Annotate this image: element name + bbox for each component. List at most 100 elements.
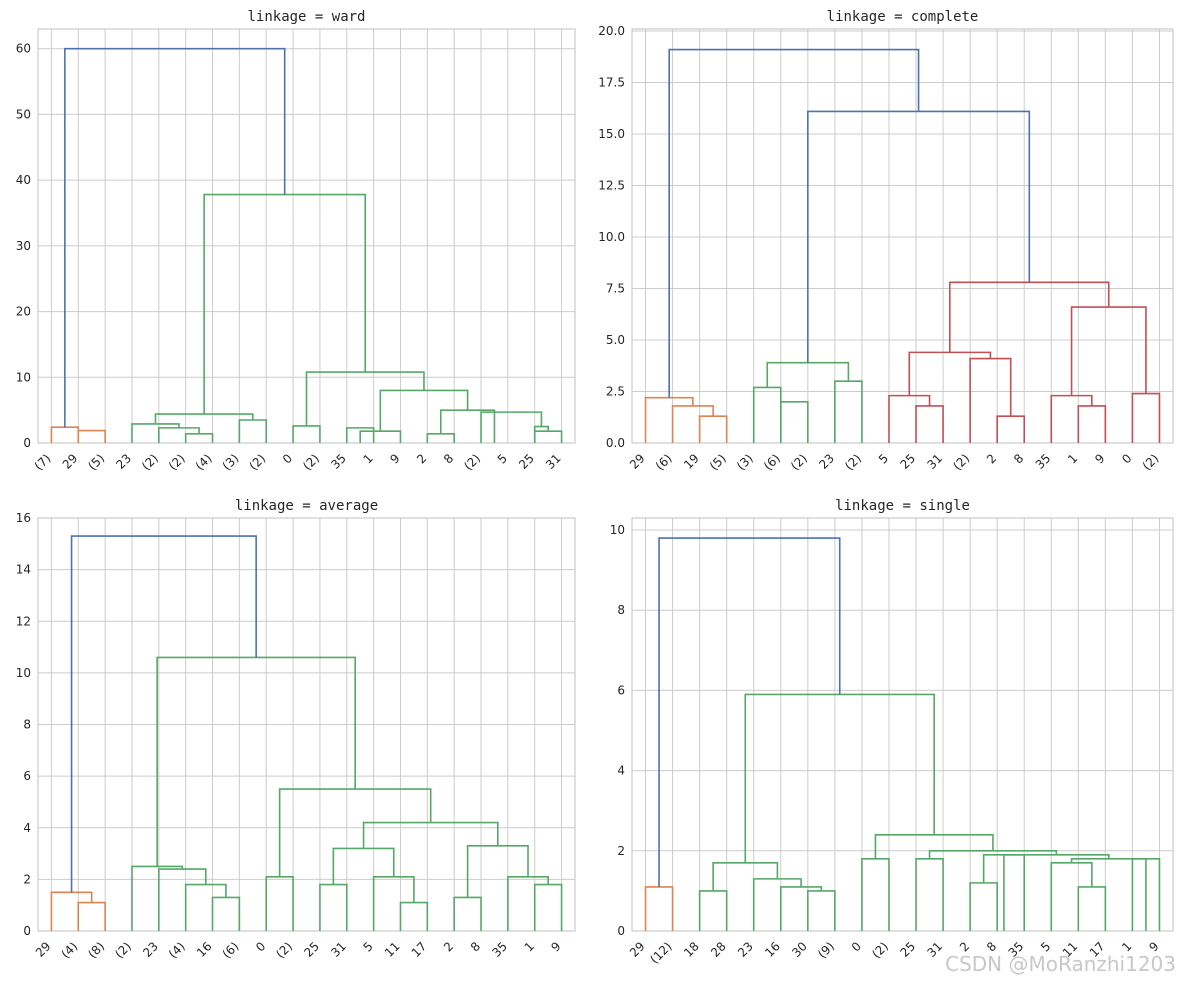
dendrogram-link <box>156 656 356 867</box>
y-tick-label: 7.5 <box>606 282 625 296</box>
y-tick-label: 4 <box>23 821 31 835</box>
dendrogram-panel-2: 0.0 2.5 5.0 7.5 10.0 12.5 15.0 17.5 20.0 linkage … <box>598 9 1174 473</box>
leaf-label: (9) <box>815 939 837 961</box>
dendrogram-link <box>50 891 93 931</box>
leaf-label: (6) <box>653 451 675 473</box>
leaf-label: 8 <box>1011 451 1026 466</box>
leaf-label: 8 <box>468 939 483 954</box>
y-tick-label: 40 <box>16 173 31 187</box>
leaf-label: 9 <box>1092 451 1107 466</box>
dendrogram-link <box>184 433 214 443</box>
dendrogram-link <box>319 883 348 931</box>
dendrogram-link <box>744 693 935 863</box>
leaf-label: 23 <box>140 939 161 960</box>
dendrogram-link <box>439 409 496 443</box>
dendrogram-link <box>996 415 1026 443</box>
leaf-label: (2) <box>273 939 295 961</box>
y-tick-label: 12.5 <box>598 179 625 193</box>
dendrogram-link <box>211 896 241 931</box>
y-tick-label: 8 <box>617 603 625 617</box>
dendrogram-link <box>752 386 782 443</box>
y-tick-label: 6 <box>617 683 625 697</box>
y-tick-label: 0 <box>23 436 31 450</box>
dendrogram-link <box>861 858 890 931</box>
y-tick-label: 10.0 <box>598 230 625 244</box>
leaf-label: 0 <box>280 451 295 466</box>
y-tick-label: 0 <box>23 924 31 938</box>
leaf-label: 11 <box>382 939 403 960</box>
leaf-label: (2) <box>788 451 810 473</box>
dendrogram-link <box>480 411 543 443</box>
leaf-label: (6) <box>220 939 242 961</box>
y-tick-label: 10 <box>16 370 31 384</box>
dendrogram-link <box>834 380 863 443</box>
dendrogram-link <box>50 426 80 443</box>
leaf-label: (3) <box>734 451 756 473</box>
y-tick-label: 2 <box>23 872 31 886</box>
dendrogram-link <box>154 413 254 424</box>
leaf-label: 23 <box>816 451 837 472</box>
leaf-label: 31 <box>543 451 564 472</box>
dendrogram-link <box>1070 306 1147 396</box>
y-tick-label: 20 <box>16 305 31 319</box>
dendrogram-link <box>969 882 998 931</box>
y-tick-label: 17.5 <box>598 76 625 90</box>
y-tick-label: 6 <box>23 769 31 783</box>
dendrogram-link <box>1003 854 1110 931</box>
dendrogram-link <box>671 405 714 443</box>
leaf-label: (2) <box>246 451 268 473</box>
dendrogram-link <box>533 425 549 443</box>
leaf-label: 29 <box>627 939 648 960</box>
leaf-label: 9 <box>387 451 402 466</box>
leaf-label: 17 <box>409 939 430 960</box>
leaf-label: 25 <box>897 451 918 472</box>
leaf-label: 1 <box>1065 451 1080 466</box>
leaf-label: 0 <box>849 939 864 954</box>
leaf-label: 5 <box>876 451 891 466</box>
dendrogram-link <box>644 396 694 443</box>
y-tick-label: 2 <box>617 844 625 858</box>
leaf-label: 1 <box>360 451 375 466</box>
dendrogram-link <box>807 890 836 931</box>
leaf-label: (2) <box>300 451 322 473</box>
leaf-label: (12) <box>647 939 674 966</box>
leaf-label: 18 <box>681 939 702 960</box>
y-tick-label: 10 <box>610 523 625 537</box>
leaf-label: 16 <box>762 939 783 960</box>
leaf-label: (2) <box>112 939 134 961</box>
dendrogram-link <box>1077 886 1107 931</box>
dendrogram-link <box>305 371 425 426</box>
leaf-label: 31 <box>924 451 945 472</box>
leaf-label: 16 <box>194 939 215 960</box>
axes-frame <box>631 28 1174 444</box>
dendrogram-link <box>372 875 415 931</box>
dendrogram-link <box>203 193 367 415</box>
dendrogram-link <box>77 901 106 931</box>
y-tick-label: 60 <box>16 42 31 56</box>
chart-title: linkage = ward <box>247 9 365 25</box>
dendrogram-link <box>698 415 728 443</box>
dendrogram-link <box>453 896 482 931</box>
dendrogram-link <box>64 47 286 428</box>
leaf-label: 25 <box>516 451 537 472</box>
dendrogram-link <box>131 865 184 931</box>
dendrogram-link <box>278 788 432 877</box>
dendrogram-link <box>915 405 944 443</box>
leaf-label: 2 <box>441 939 456 954</box>
leaf-label: (2) <box>1140 451 1162 473</box>
dendrogram-link <box>915 858 944 931</box>
leaf-label: 29 <box>627 451 648 472</box>
y-tick-label: 10 <box>16 666 31 680</box>
dendrogram-link <box>533 883 563 931</box>
leaf-label: 2 <box>414 451 429 466</box>
y-tick-label: 0.0 <box>606 436 625 450</box>
dendrogram-link <box>658 537 841 887</box>
leaf-label: 31 <box>924 939 945 960</box>
dendrogram-link <box>779 401 809 443</box>
leaf-label: 35 <box>1033 451 1054 472</box>
leaf-label: 35 <box>328 451 349 472</box>
